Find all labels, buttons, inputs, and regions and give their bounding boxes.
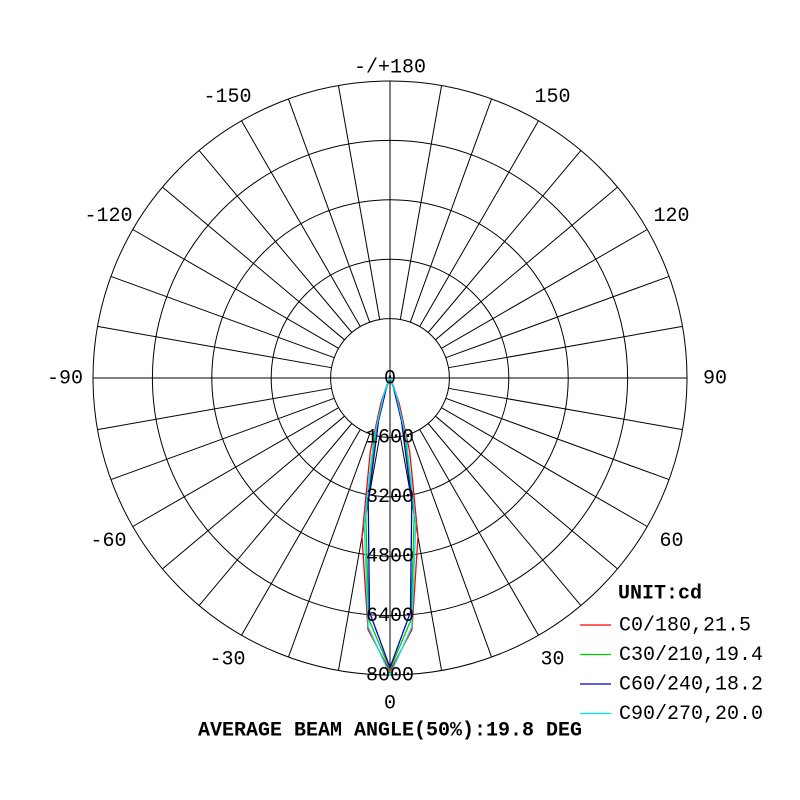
radial-tick-label: 4800 bbox=[366, 545, 414, 568]
angle-tick-label: -/+180 bbox=[354, 56, 426, 79]
spoke bbox=[241, 120, 361, 327]
spoke bbox=[132, 229, 339, 349]
spoke bbox=[448, 325, 683, 369]
spoke bbox=[97, 387, 332, 431]
spoke bbox=[337, 436, 381, 671]
spoke bbox=[427, 150, 582, 333]
intensity-curve bbox=[363, 378, 417, 677]
radial-tick-label: 6400 bbox=[366, 605, 414, 628]
radial-tick-label: 1600 bbox=[366, 427, 414, 450]
spoke bbox=[419, 429, 539, 636]
spoke bbox=[162, 415, 345, 570]
annotation: AVERAGE BEAM ANGLE(50%):19.8 DEG bbox=[198, 719, 582, 742]
angle-tick-label: -120 bbox=[85, 205, 133, 228]
angle-tick-label: 0 bbox=[384, 692, 396, 715]
angle-tick-label: 60 bbox=[659, 530, 683, 553]
radial-tick-label: 0 bbox=[384, 367, 396, 390]
legend-label: C90/270,20.0 bbox=[619, 703, 763, 726]
spoke bbox=[162, 186, 345, 341]
spoke bbox=[110, 397, 335, 481]
spoke bbox=[241, 429, 361, 636]
intensity-curve bbox=[361, 378, 419, 673]
spoke bbox=[435, 186, 618, 341]
legend-label: C60/240,18.2 bbox=[619, 673, 763, 696]
legend-label: C0/180,21.5 bbox=[619, 614, 751, 637]
spoke bbox=[419, 120, 539, 327]
spoke bbox=[409, 433, 493, 658]
spoke bbox=[448, 387, 683, 431]
spoke bbox=[337, 85, 381, 320]
angle-tick-label: -30 bbox=[209, 649, 245, 672]
spoke bbox=[427, 423, 582, 606]
angle-tick-label: -60 bbox=[91, 530, 127, 553]
curves bbox=[361, 377, 419, 677]
spoke bbox=[399, 85, 443, 320]
spoke bbox=[110, 275, 335, 359]
spoke bbox=[198, 150, 353, 333]
spoke bbox=[399, 436, 443, 671]
spoke bbox=[132, 407, 339, 527]
spoke bbox=[287, 433, 371, 658]
legend-label: C30/210,19.4 bbox=[619, 644, 763, 667]
polar-grid bbox=[92, 80, 688, 676]
spoke bbox=[445, 275, 670, 359]
angle-tick-label: 150 bbox=[534, 86, 570, 109]
spoke bbox=[441, 407, 648, 527]
angle-tick-label: 120 bbox=[653, 205, 689, 228]
angle-tick-label: 30 bbox=[540, 649, 564, 672]
spoke bbox=[435, 415, 618, 570]
spoke bbox=[97, 325, 332, 369]
spoke bbox=[287, 98, 371, 323]
spoke bbox=[409, 98, 493, 323]
legend-title: UNIT:cd bbox=[618, 582, 702, 605]
angle-tick-label: -150 bbox=[203, 86, 251, 109]
spoke bbox=[198, 423, 353, 606]
radial-tick-label: 3200 bbox=[366, 486, 414, 509]
spoke bbox=[445, 397, 670, 481]
spoke bbox=[441, 229, 648, 349]
angle-tick-label: -90 bbox=[47, 367, 83, 390]
angle-tick-label: 90 bbox=[703, 367, 727, 390]
radial-tick-label: 8000 bbox=[366, 664, 414, 687]
labels: 0 1600 3200 4800 6400 8000 -/+180 150 120 90 60 30 0… bbox=[47, 56, 763, 726]
